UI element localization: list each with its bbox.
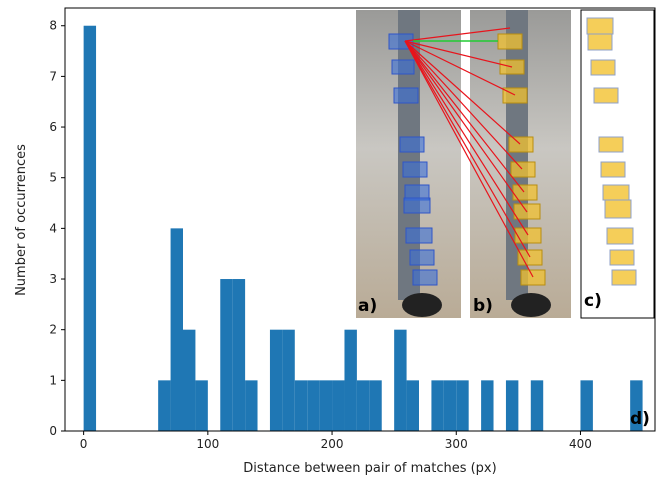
bar [220,279,233,431]
boxes-c [586,17,637,286]
bar [394,329,407,431]
x-tick-label: 0 [80,437,88,451]
bar [356,380,370,431]
bar [505,380,519,431]
panel-label: b) [473,296,493,316]
plot-frame [64,7,656,432]
bar [307,380,320,431]
bar [195,380,208,431]
x-tick-label: 300 [445,437,468,451]
bar [431,380,444,431]
bar [158,380,171,431]
axes: 0 1 2 3 4 5 6 7 8 0 100 200 300 400 [49,7,656,451]
x-axis-label: Distance between pair of matches (px) [243,461,496,476]
bar [530,380,544,431]
y-tick-label: 0 [49,424,57,438]
insets [356,9,655,319]
bar [282,329,295,431]
panel-label: d) [630,409,650,429]
x-tick-label: 400 [569,437,592,451]
y-tick-label: 1 [49,373,57,387]
bar [344,329,357,431]
x-tick-label: 100 [196,437,219,451]
bar [183,329,196,431]
bar [170,228,183,431]
y-tick-label: 6 [49,120,57,134]
bar [245,380,258,431]
panel-label: a) [358,296,377,316]
y-axis-label: Number of occurrences [14,144,29,296]
bar [319,380,333,431]
base-a [402,293,442,317]
y-tick-label: 8 [49,19,57,33]
bar [456,380,469,431]
bar [83,25,97,432]
y-tick-label: 7 [49,69,57,83]
y-tick-label: 5 [49,171,57,185]
bar [269,329,283,431]
bar [481,380,494,431]
bar [580,380,593,431]
panel-label: c) [584,291,602,311]
y-tick-label: 2 [49,323,57,337]
x-tick-label: 200 [321,437,344,451]
match-lines [404,27,534,278]
base-b [511,293,551,317]
bar [630,380,643,431]
y-tick-label: 3 [49,272,57,286]
bar [443,380,457,431]
bar [232,279,246,431]
bar [406,380,419,431]
bar [369,380,382,431]
boxes-b [497,33,546,286]
boxes-a [388,33,438,286]
bar [294,380,308,431]
y-tick-label: 4 [49,221,57,235]
bar [332,380,345,431]
